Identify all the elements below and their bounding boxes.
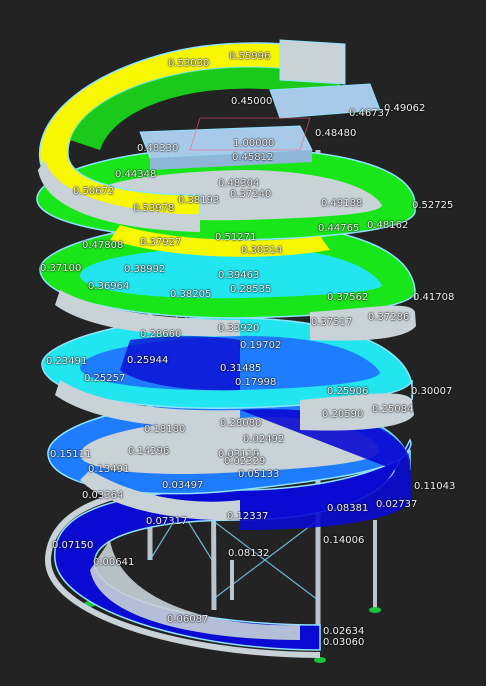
result-value-label: 0.46737	[349, 108, 391, 119]
result-value-label: 0.25906	[327, 386, 369, 397]
result-value-label: 0.45000	[231, 96, 273, 107]
result-value-label: 0.50672	[73, 186, 115, 197]
result-value-label: 0.20590	[322, 409, 364, 420]
result-value-label: 0.05133	[238, 469, 280, 480]
result-value-label: 0.15111	[50, 449, 92, 460]
result-value-label: 0.36964	[88, 281, 130, 292]
result-value-label: 0.38992	[124, 264, 166, 275]
result-value-label: 0.37927	[140, 237, 182, 248]
support-legs	[230, 520, 377, 610]
result-value-label: 0.45812	[232, 152, 274, 163]
result-value-label: 0.51271	[215, 232, 257, 243]
result-value-label: 1.00000	[233, 138, 275, 149]
result-value-label: 0.49188	[321, 198, 363, 209]
result-value-label: 0.33920	[218, 323, 260, 334]
result-value-label: 0.38193	[178, 195, 220, 206]
result-value-label: 0.02634	[323, 626, 365, 637]
result-value-label: 0.02737	[376, 499, 418, 510]
result-value-label: 0.08132	[228, 548, 270, 559]
result-value-label: 0.02329	[224, 456, 266, 467]
result-value-label: 0.28535	[230, 284, 272, 295]
result-value-label: 0.25944	[127, 355, 169, 366]
result-value-label: 0.28080	[220, 418, 262, 429]
result-value-label: 0.38205	[170, 289, 212, 300]
result-value-label: 0.23491	[46, 356, 88, 367]
result-value-label: 0.18180	[144, 424, 186, 435]
result-value-label: 0.48162	[367, 220, 409, 231]
result-value-label: 0.25084	[372, 404, 414, 415]
result-value-label: 0.37517	[311, 317, 353, 328]
result-value-label: 0.25257	[84, 373, 126, 384]
result-value-label: 0.39463	[218, 270, 260, 281]
result-value-label: 0.03060	[323, 637, 365, 648]
result-value-label: 0.37240	[230, 189, 272, 200]
result-value-label: 0.55996	[229, 51, 271, 62]
result-value-label: 0.02492	[243, 434, 285, 445]
result-value-label: 0.12337	[227, 511, 269, 522]
result-value-label: 0.03364	[82, 490, 124, 501]
result-value-label: 0.08381	[327, 503, 369, 514]
result-value-label: 0.53030	[168, 58, 210, 69]
result-value-label: 0.47808	[82, 240, 124, 251]
result-value-label: 0.48480	[315, 128, 357, 139]
result-value-label: 0.44348	[115, 169, 157, 180]
result-value-label: 0.37286	[368, 312, 410, 323]
result-value-label: 0.17998	[235, 377, 277, 388]
result-value-label: 0.37100	[40, 263, 82, 274]
result-value-label: 0.30314	[241, 245, 283, 256]
result-value-label: 0.28660	[140, 329, 182, 340]
result-value-label: 0.13491	[88, 464, 130, 475]
result-value-label: 0.07317	[146, 516, 188, 527]
result-value-label: 0.44765	[318, 223, 360, 234]
result-value-label: 0.03119	[218, 449, 260, 460]
result-value-label: 0.19702	[240, 340, 282, 351]
result-value-label: 0.07150	[52, 540, 94, 551]
result-value-label: 0.49062	[384, 103, 426, 114]
top-platform	[139, 39, 381, 170]
result-value-label: 0.53978	[133, 203, 175, 214]
result-value-label: 0.48330	[137, 143, 179, 154]
result-value-label: 0.48304	[218, 178, 260, 189]
result-value-label: 0.06087	[167, 614, 209, 625]
result-value-label: 0.41708	[413, 292, 455, 303]
result-value-label: 0.14296	[128, 446, 170, 457]
result-value-label: 0.03497	[162, 480, 204, 491]
result-value-label: 0.00641	[93, 557, 135, 568]
result-value-label: 0.30007	[411, 386, 453, 397]
result-value-label: 0.31485	[220, 363, 262, 374]
result-value-label: 0.14006	[323, 535, 365, 546]
result-value-label: 0.52725	[412, 200, 454, 211]
result-value-label: 0.11043	[414, 481, 456, 492]
result-value-label: 0.37562	[327, 292, 369, 303]
